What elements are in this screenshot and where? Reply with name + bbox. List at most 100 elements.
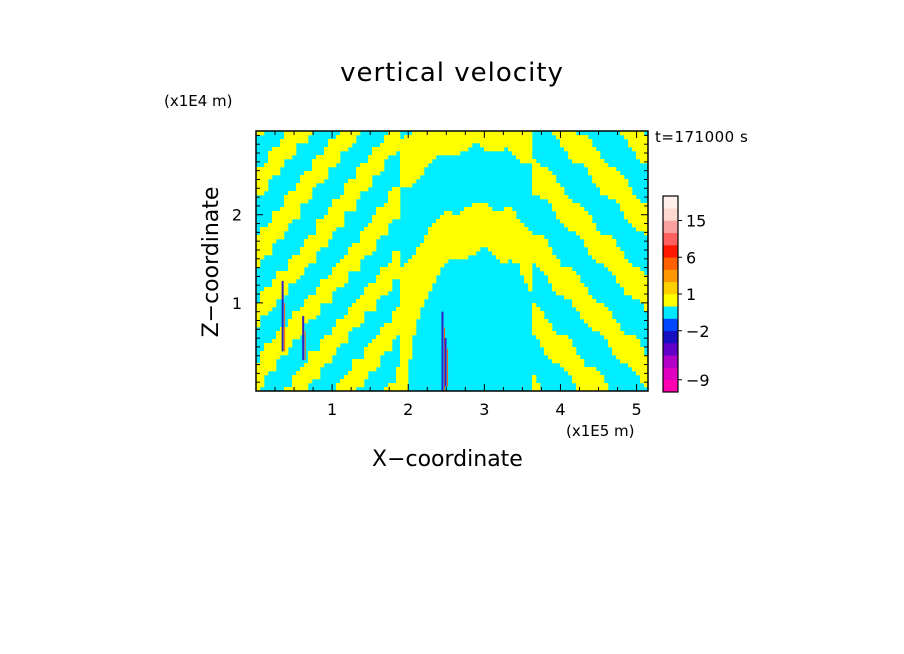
field-cell-positive bbox=[632, 219, 637, 224]
field-cell-positive bbox=[400, 355, 405, 360]
field-cell-positive bbox=[412, 255, 417, 260]
field-cell-positive bbox=[404, 283, 409, 288]
field-cell-positive bbox=[504, 219, 509, 224]
field-cell-positive bbox=[408, 167, 413, 172]
field-cell-positive bbox=[540, 255, 545, 260]
field-cell-positive bbox=[380, 279, 385, 284]
field-cell-positive bbox=[360, 179, 365, 184]
field-cell-positive bbox=[256, 167, 261, 172]
field-cell-positive bbox=[560, 275, 565, 280]
field-cell-positive bbox=[296, 331, 301, 336]
field-cell-positive bbox=[584, 147, 589, 152]
field-cell-positive bbox=[408, 307, 413, 312]
field-cell-positive bbox=[312, 359, 317, 364]
field-cell-positive bbox=[348, 323, 353, 328]
field-cell-positive bbox=[452, 143, 457, 148]
field-cell-positive bbox=[328, 155, 333, 160]
field-cell-positive bbox=[304, 191, 309, 196]
field-cell-positive bbox=[356, 359, 361, 364]
field-cell-positive bbox=[428, 251, 433, 256]
field-cell-positive bbox=[592, 235, 597, 240]
field-cell-positive bbox=[568, 207, 573, 212]
field-cell-positive bbox=[592, 223, 597, 228]
field-cell-positive bbox=[340, 131, 345, 136]
field-cell-positive bbox=[544, 267, 549, 272]
field-cell-positive bbox=[320, 363, 325, 368]
field-cell-positive bbox=[380, 267, 385, 272]
field-cell-positive bbox=[268, 351, 273, 356]
field-cell-positive bbox=[276, 347, 281, 352]
field-cell-positive bbox=[356, 171, 361, 176]
field-cell-positive bbox=[364, 375, 369, 380]
field-cell-positive bbox=[336, 275, 341, 280]
field-cell-positive bbox=[612, 351, 617, 356]
field-cell-positive bbox=[348, 371, 353, 376]
field-cell-positive bbox=[524, 139, 529, 144]
field-cell-positive bbox=[448, 231, 453, 236]
field-cell-positive bbox=[512, 223, 517, 228]
field-cell-positive bbox=[424, 263, 429, 268]
field-cell-positive bbox=[452, 227, 457, 232]
field-cell-positive bbox=[492, 135, 497, 140]
field-cell-positive bbox=[264, 171, 269, 176]
field-cell-positive bbox=[264, 303, 269, 308]
field-cell-positive bbox=[636, 347, 641, 352]
field-cell-positive bbox=[400, 271, 405, 276]
field-cell-positive bbox=[572, 135, 577, 140]
field-cell-positive bbox=[336, 387, 341, 391]
field-cell-positive bbox=[420, 263, 425, 268]
field-cell-positive bbox=[544, 183, 549, 188]
field-cell-positive bbox=[540, 327, 545, 332]
field-cell-positive bbox=[580, 299, 585, 304]
field-cell-positive bbox=[604, 251, 609, 256]
field-cell-positive bbox=[272, 299, 277, 304]
field-cell-positive bbox=[260, 187, 265, 192]
field-cell-positive bbox=[320, 227, 325, 232]
field-cell-positive bbox=[404, 319, 409, 324]
field-cell-positive bbox=[624, 207, 629, 212]
field-cell-positive bbox=[500, 215, 505, 220]
colorbar-tick-label: 6 bbox=[686, 248, 696, 267]
field-cell-positive bbox=[636, 227, 641, 232]
field-cell-positive bbox=[320, 167, 325, 172]
field-cell-positive bbox=[404, 355, 409, 360]
field-cell-positive bbox=[532, 319, 537, 324]
field-cell-positive bbox=[388, 147, 393, 152]
field-cell-positive bbox=[556, 215, 561, 220]
field-cell-positive bbox=[316, 243, 321, 248]
field-cell-positive bbox=[536, 259, 541, 264]
field-cell-positive bbox=[376, 363, 381, 368]
field-cell-positive bbox=[536, 331, 541, 336]
field-cell-positive bbox=[608, 323, 613, 328]
field-cell-positive bbox=[380, 275, 385, 280]
field-cell-positive bbox=[580, 139, 585, 144]
field-cell-positive bbox=[472, 211, 477, 216]
field-cell-positive bbox=[428, 263, 433, 268]
field-cell-positive bbox=[552, 263, 557, 268]
field-cell-positive bbox=[316, 171, 321, 176]
field-cell-positive bbox=[556, 207, 561, 212]
field-cell-positive bbox=[308, 371, 313, 376]
field-cell-positive bbox=[408, 343, 413, 348]
field-cell-positive bbox=[644, 219, 648, 224]
field-cell-positive bbox=[564, 207, 569, 212]
field-cell-positive bbox=[368, 287, 373, 292]
field-cell-positive bbox=[296, 211, 301, 216]
field-cell-positive bbox=[552, 207, 557, 212]
colorbar-swatch bbox=[663, 269, 678, 283]
field-cell-positive bbox=[420, 303, 425, 308]
field-cell-positive bbox=[620, 331, 625, 336]
field-cell-positive bbox=[624, 195, 629, 200]
field-cell-positive bbox=[368, 155, 373, 160]
field-cell-positive bbox=[424, 155, 429, 160]
field-cell-positive bbox=[300, 259, 305, 264]
field-cell-positive bbox=[592, 327, 597, 332]
field-cell-positive bbox=[348, 387, 353, 391]
field-cell-positive bbox=[336, 211, 341, 216]
field-cell-positive bbox=[576, 387, 581, 391]
field-cell-positive bbox=[556, 351, 561, 356]
field-cell-positive bbox=[368, 167, 373, 172]
field-cell-positive bbox=[336, 199, 341, 204]
field-cell-positive bbox=[552, 271, 557, 276]
field-cell-positive bbox=[620, 283, 625, 288]
